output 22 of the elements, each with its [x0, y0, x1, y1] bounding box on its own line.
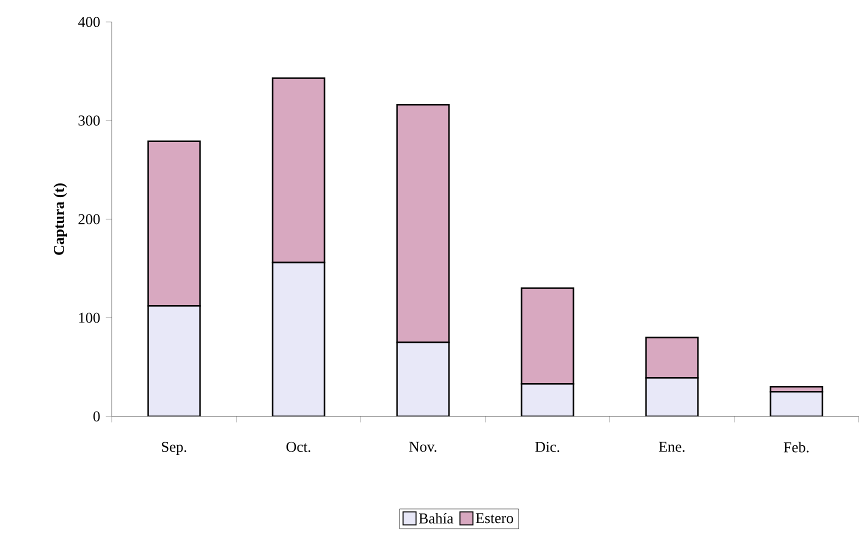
x-tick-label: Sep. [162, 442, 186, 455]
x-tick-label: Oct. [286, 442, 310, 452]
y-tick-label: 100 [79, 312, 100, 323]
bar [272, 262, 326, 416]
y-tick-label: 0 [93, 411, 100, 422]
bar [520, 287, 574, 384]
y-tick-label: 400 [78, 16, 100, 27]
bar [645, 377, 699, 416]
x-tick-label: Feb. [784, 442, 809, 452]
y-tick-label: 300 [78, 115, 100, 126]
y-axis-title: Captura (t) [53, 183, 68, 255]
legend-label: Bahía [418, 512, 454, 524]
bar [396, 342, 450, 416]
bar [520, 383, 574, 416]
x-tick-label: Nov. [409, 442, 436, 452]
bar [147, 305, 201, 416]
bar [645, 336, 699, 379]
bar [770, 390, 824, 416]
y-tick-label: 200 [78, 214, 100, 224]
legend-label: Estero [476, 513, 514, 524]
x-tick-label: Ene. [658, 442, 685, 452]
x-tick-label: Dic. [535, 442, 560, 452]
